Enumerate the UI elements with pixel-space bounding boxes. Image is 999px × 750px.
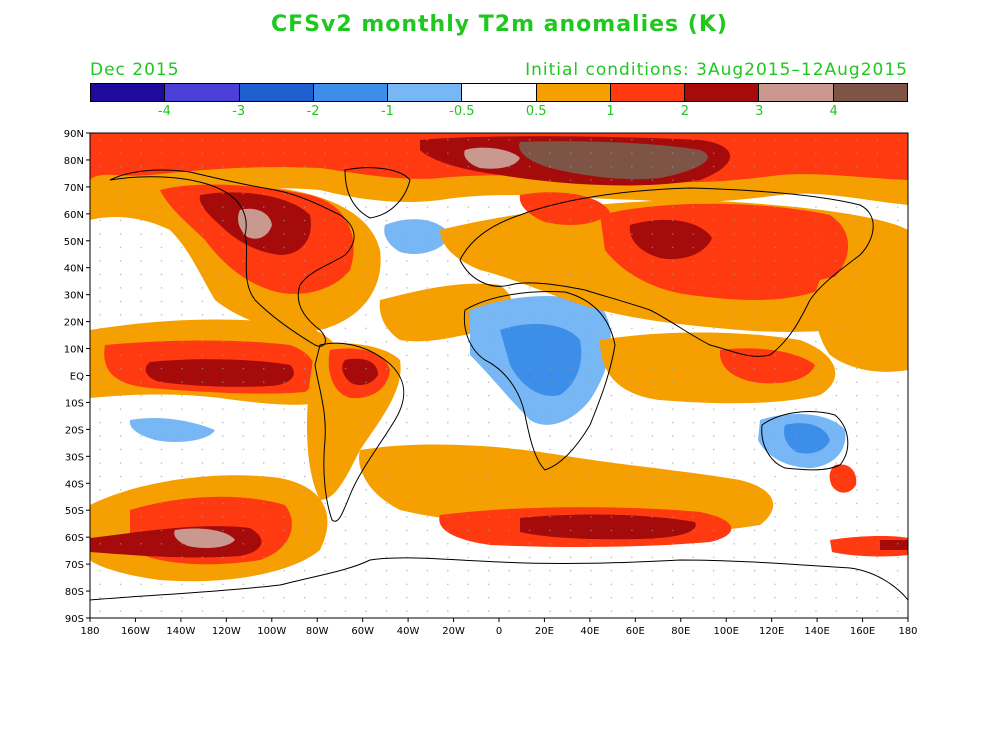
latitude-label: 20N [64, 318, 84, 329]
latitude-label: 30N [64, 291, 84, 302]
latitude-label: 20S [65, 425, 84, 436]
colorbar-segment [759, 84, 834, 101]
colorbar-label: -2 [306, 104, 320, 119]
colorbar-label: -4 [157, 104, 171, 119]
coastlines [90, 167, 908, 601]
colorbar-segment [388, 84, 463, 101]
longitude-label: 140E [804, 626, 829, 637]
africa-coast [463, 291, 616, 471]
colorbar-label: 1 [606, 104, 615, 119]
latitude-label: 70S [65, 560, 84, 571]
latitude-label: 60S [65, 533, 84, 544]
longitude-label: 140W [166, 626, 195, 637]
australia-coast [761, 411, 849, 471]
longitude-label: 0 [496, 626, 502, 637]
initial-conditions: Initial conditions: 3Aug2015–12Aug2015 [525, 60, 908, 80]
colorbar-segment [833, 84, 907, 101]
colorbar-label: 0.5 [525, 104, 547, 119]
colorbar-label: -0.5 [449, 104, 475, 119]
colorbar-segment [91, 84, 166, 101]
longitude-label: 80E [671, 626, 690, 637]
colorbar-label: -3 [232, 104, 246, 119]
latitude-label: 40S [65, 479, 84, 490]
colorbar-segment [239, 84, 314, 101]
longitude-label: 80W [306, 626, 329, 637]
colorbar-label: 4 [829, 104, 838, 119]
longitude-axis: 180 160W 140W 120W 100W 80W 60W 40W 20W 0 20E 40E 60… [80, 618, 918, 637]
north-america-coast [109, 169, 355, 347]
greenland-coast [344, 167, 411, 219]
colorbar-label: 3 [755, 104, 764, 119]
longitude-label: 120W [212, 626, 241, 637]
longitude-label: 60E [626, 626, 645, 637]
colorbar-segment [685, 84, 760, 101]
colorbar-segment [536, 84, 611, 101]
antarctica-coast [90, 557, 908, 601]
longitude-label: 20W [442, 626, 465, 637]
longitude-label: 160E [850, 626, 875, 637]
latitude-label: 40N [64, 264, 84, 275]
latitude-label: 60N [64, 210, 84, 221]
latitude-label: 10S [65, 398, 84, 409]
eurasia-coast [459, 187, 874, 357]
longitude-label: 120E [759, 626, 784, 637]
colorbar-segment [165, 84, 240, 101]
colorbar-segment [313, 84, 389, 101]
longitude-label: 100E [714, 626, 739, 637]
colorbar-label: 2 [680, 104, 690, 119]
south-america-coast [314, 342, 405, 522]
grid-dots [90, 133, 908, 618]
latitude-label: EQ [70, 372, 84, 383]
longitude-label: 40W [397, 626, 420, 637]
colorbar-segment [610, 84, 686, 101]
longitude-label: 180 [80, 626, 99, 637]
latitude-label: 90N [64, 129, 84, 140]
latitude-label: 70N [64, 183, 84, 194]
longitude-label: 180 [898, 626, 917, 637]
longitude-label: 100W [257, 626, 286, 637]
colorbar [90, 83, 908, 102]
latitude-label: 50N [64, 237, 84, 248]
latitude-label: 80N [64, 156, 84, 167]
longitude-label: 160W [121, 626, 150, 637]
colorbar-labels: -4 -3 -2 -1 -0.5 0.5 1 2 3 4 [90, 104, 908, 122]
latitude-label: 10N [64, 345, 84, 356]
latitude-label: 30S [65, 452, 84, 463]
latitude-label: 90S [65, 614, 84, 625]
longitude-label: 20E [535, 626, 554, 637]
latitude-axis: 90N 80N 70N 60N 50N 40N 30N 20N 10N EQ 10S 20S 30S 40… [64, 129, 90, 625]
latitude-label: 50S [65, 506, 84, 517]
longitude-label: 40E [580, 626, 599, 637]
longitude-label: 60W [351, 626, 374, 637]
latitude-label: 80S [65, 587, 84, 598]
forecast-month: Dec 2015 [90, 60, 180, 80]
map-title: CFSv2 monthly T2m anomalies (K) [271, 12, 728, 37]
colorbar-label: -1 [380, 104, 394, 119]
colorbar-segment [462, 84, 537, 101]
